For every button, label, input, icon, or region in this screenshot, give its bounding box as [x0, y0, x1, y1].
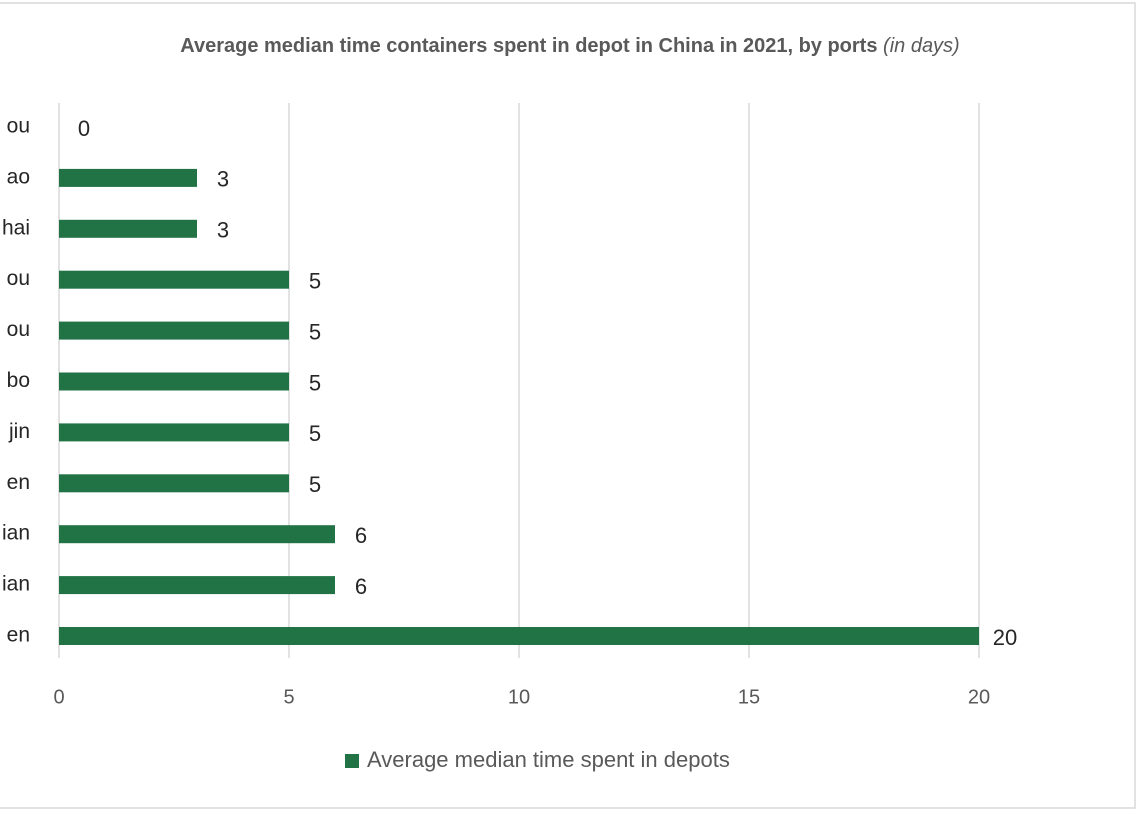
y-tick-label: bo: [7, 369, 30, 392]
bar: [59, 474, 289, 493]
y-tick-label: ou: [7, 267, 30, 290]
legend-swatch: [345, 754, 359, 768]
bar: [59, 321, 289, 340]
data-label: 0: [78, 116, 90, 141]
title-text: Average median time containers spent in …: [180, 35, 877, 57]
data-label: 6: [355, 523, 367, 548]
data-label: 3: [217, 218, 229, 243]
x-tick-label: 5: [283, 686, 294, 708]
y-tick-label: en: [7, 471, 30, 494]
y-tick-label: en: [7, 624, 30, 647]
bar: [59, 372, 289, 391]
x-tick-label: 20: [968, 686, 990, 708]
data-label: 5: [309, 370, 321, 395]
y-tick-label: ao: [7, 165, 30, 188]
legend-label: Average median time spent in depots: [367, 747, 730, 772]
bar: [59, 423, 289, 442]
bar: [59, 525, 335, 544]
chart-title: Average median time containers spent in …: [180, 35, 959, 57]
x-tick-label: 0: [53, 686, 64, 708]
x-tick-label: 10: [508, 686, 530, 708]
data-label: 20: [993, 625, 1017, 650]
bar: [59, 576, 335, 595]
y-tick-label: hai: [2, 216, 30, 239]
data-label: 3: [217, 167, 229, 192]
y-tick-label: ou: [7, 115, 30, 138]
data-label: 5: [309, 269, 321, 294]
data-label: 5: [309, 421, 321, 446]
data-label: 6: [355, 574, 367, 599]
y-tick-label: ian: [2, 522, 30, 545]
y-tick-label: ou: [7, 318, 30, 341]
y-tick-label: ian: [2, 573, 30, 596]
x-tick-label: 15: [738, 686, 760, 708]
plot-area: 0 5 10 15 20 ou 0 ao 3 hai 3 ou 5 ou 5 bo 5 jin 5 en 5 ian 6 ia…: [2, 103, 1017, 772]
y-tick-label: jin: [8, 420, 30, 443]
bar: [59, 219, 197, 238]
bar: [59, 627, 979, 645]
data-label: 5: [309, 472, 321, 497]
bar: [59, 168, 197, 187]
data-label: 5: [309, 319, 321, 344]
bar: [59, 270, 289, 289]
title-note: (in days): [883, 35, 960, 57]
